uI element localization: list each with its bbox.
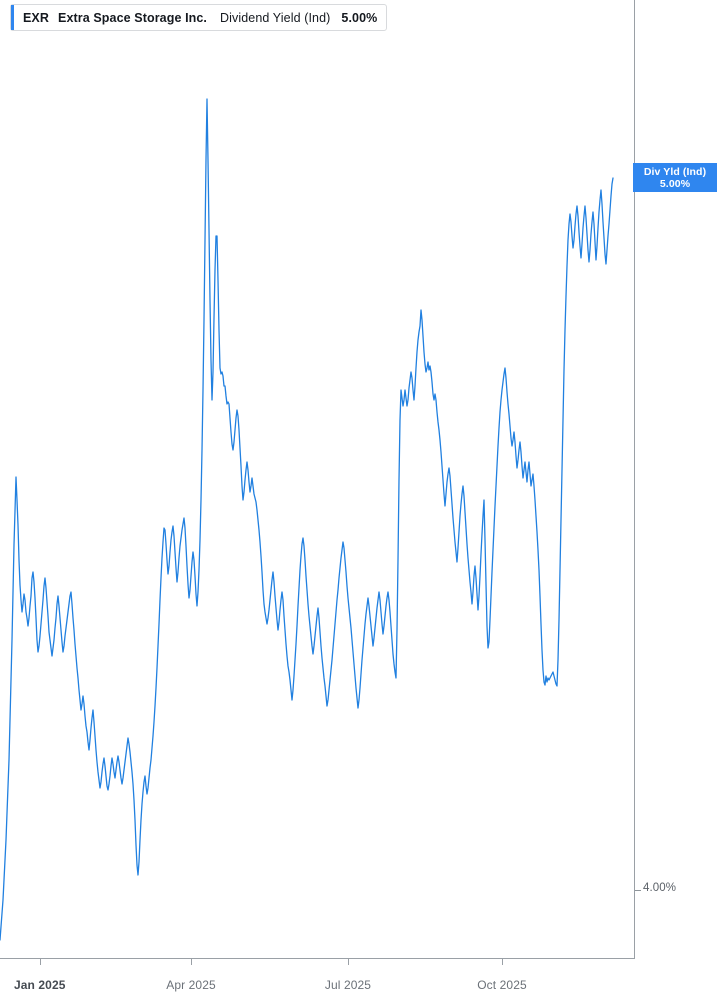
x-axis-tick-mark xyxy=(502,959,503,965)
current-value-badge-value: 5.00% xyxy=(659,177,691,190)
company-name: Extra Space Storage Inc. xyxy=(58,10,208,25)
current-value-badge[interactable]: Div Yld (Ind) 5.00% xyxy=(633,163,717,192)
x-axis-tick-mark xyxy=(348,959,349,965)
current-value-badge-label: Div Yld (Ind) xyxy=(643,165,707,178)
chart-legend-card[interactable]: EXR Extra Space Storage Inc. Dividend Yi… xyxy=(10,4,388,31)
x-axis-tick-mark xyxy=(191,959,192,965)
ticker-symbol: EXR xyxy=(23,10,50,25)
series-group xyxy=(0,98,614,941)
x-axis-tick-label: Jan 2025 xyxy=(14,978,66,992)
x-axis-tick-mark xyxy=(40,959,41,965)
metric-value: 5.00% xyxy=(341,10,378,25)
x-axis-tick-label: Apr 2025 xyxy=(166,978,216,992)
series-line-div-yld xyxy=(0,98,614,941)
y-axis-tick-mark xyxy=(635,890,641,891)
x-axis-tick-label: Jul 2025 xyxy=(324,978,372,992)
y-axis-tick-label: 4.00% xyxy=(643,882,677,894)
x-axis-tick-label: Oct 2025 xyxy=(477,978,527,992)
metric-name: Dividend Yield (Ind) xyxy=(220,10,331,25)
series-color-swatch xyxy=(11,5,14,30)
